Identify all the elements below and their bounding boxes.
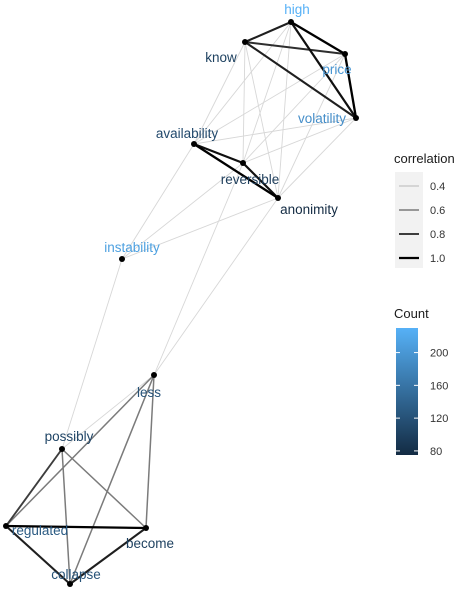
node-point-instability	[119, 256, 125, 262]
edge-high-anonimity	[277, 21, 292, 199]
count-colorbar	[396, 328, 418, 455]
node-label-less: less	[137, 385, 161, 400]
edge-regulated-collapse	[4, 524, 72, 586]
nodes-layer	[3, 19, 359, 587]
count-legend-label-120: 120	[430, 413, 448, 425]
edge-become-collapse	[68, 526, 148, 586]
count-legend-label-160: 160	[430, 380, 448, 392]
edge-price-availability	[193, 53, 346, 145]
edge-know-anonimity	[244, 41, 279, 199]
count-legend: Count 200 160 120 80	[394, 306, 448, 458]
edge-instability-availability	[121, 143, 195, 260]
edge-availability-reversible	[192, 142, 245, 165]
edges-layer	[4, 20, 358, 586]
count-legend-label-80: 80	[430, 446, 442, 458]
node-label-collapse: collapse	[51, 567, 101, 582]
node-label-instability: instability	[104, 240, 160, 255]
edge-volatility-anonimity	[277, 117, 357, 199]
node-point-know	[242, 39, 248, 45]
node-label-price: price	[322, 62, 351, 77]
count-legend-label-200: 200	[430, 348, 448, 360]
node-label-regulated: regulated	[12, 523, 68, 538]
edge-instability-anonimity	[121, 197, 279, 260]
node-point-possibly	[59, 446, 65, 452]
node-label-high: high	[284, 2, 310, 17]
node-label-anonimity: anonimity	[280, 202, 338, 217]
node-point-high	[288, 19, 294, 25]
edge-high-reversible	[242, 21, 292, 164]
edge-reversible-anonimity	[241, 161, 280, 200]
node-point-less	[151, 372, 157, 378]
node-point-volatility	[353, 115, 359, 121]
correlation-legend-keys-background	[395, 172, 423, 268]
edge-know-volatility	[243, 40, 358, 120]
count-legend-title: Count	[394, 306, 429, 321]
node-label-availability: availability	[156, 126, 219, 141]
edge-regulated-become	[4, 524, 148, 530]
edge-less-collapse	[69, 374, 155, 585]
correlation-legend-label-0.4: 0.4	[430, 181, 445, 193]
edge-possibly-collapse	[61, 448, 71, 585]
correlation-legend: correlation 0.4 0.6 0.8 1.0	[394, 151, 455, 268]
node-label-reversible: reversible	[221, 172, 280, 187]
node-point-price	[342, 51, 348, 57]
node-label-know: know	[205, 50, 237, 65]
edge-possibly-become	[61, 448, 147, 529]
node-label-possibly: possibly	[45, 429, 94, 444]
node-point-reversible	[240, 160, 246, 166]
node-labels-layer: high know price volatility availability rever…	[12, 2, 352, 582]
edge-high-availability	[193, 21, 292, 145]
edge-possibly-regulated	[5, 448, 63, 527]
edge-price-reversible	[242, 53, 346, 164]
edge-less-anonimity	[153, 197, 279, 376]
correlation-legend-title: correlation	[394, 151, 455, 166]
edge-instability-reversible	[121, 162, 244, 260]
edge-know-availability	[193, 41, 246, 145]
edge-less-regulated	[5, 374, 155, 527]
edge-instability-possibly	[61, 258, 123, 450]
node-point-become	[143, 525, 149, 531]
edge-high-price	[289, 20, 347, 56]
node-point-availability	[191, 141, 197, 147]
correlation-legend-label-1.0: 1.0	[430, 253, 445, 265]
node-point-regulated	[3, 523, 9, 529]
edge-less-reversible	[153, 162, 244, 376]
edge-high-volatility	[289, 20, 358, 120]
node-label-become: become	[126, 536, 174, 551]
node-label-volatility: volatility	[298, 111, 346, 126]
edge-less-become	[145, 374, 155, 529]
edge-possibly-less	[61, 374, 155, 450]
edge-volatility-availability	[193, 117, 357, 145]
correlation-legend-label-0.6: 0.6	[430, 205, 445, 217]
edge-know-reversible	[242, 41, 246, 164]
edge-price-volatility	[343, 52, 358, 120]
edge-availability-anonimity	[192, 142, 280, 200]
edge-price-anonimity	[277, 53, 346, 199]
correlation-legend-label-0.8: 0.8	[430, 229, 445, 241]
edge-know-price	[244, 41, 346, 55]
edge-high-know	[243, 20, 293, 44]
node-point-collapse	[67, 581, 73, 587]
edge-volatility-reversible	[242, 117, 357, 164]
node-point-anonimity	[275, 195, 281, 201]
